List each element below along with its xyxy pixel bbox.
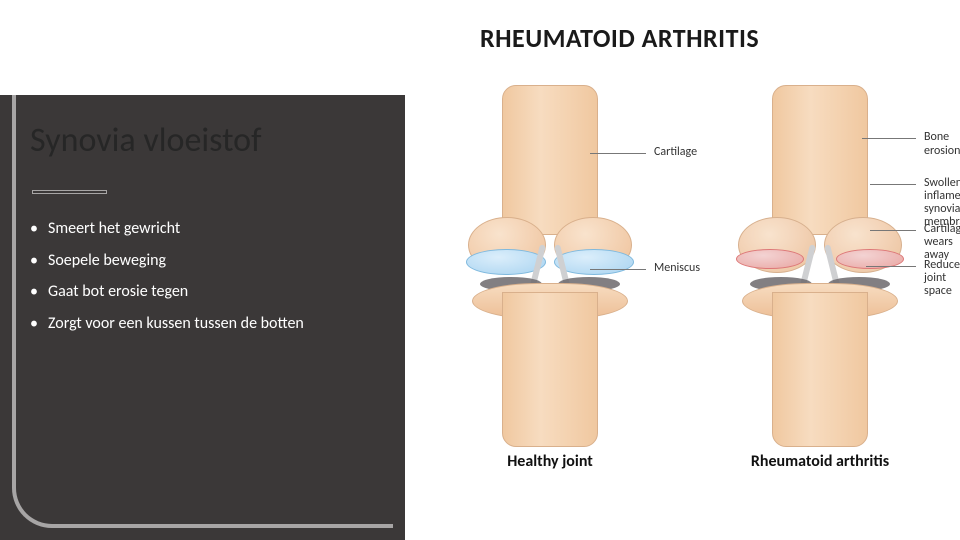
ra-joint: Rheumatoid arthritis [710, 85, 930, 465]
diagram-label: Cartilage wears away [920, 223, 960, 263]
header-block [0, 0, 405, 95]
tibia-bone [502, 292, 598, 447]
accent-line [32, 190, 107, 194]
bullet-item: Soepele beweging [30, 250, 370, 272]
bullet-item: Zorgt voor een kussen tussen de botten [30, 313, 370, 335]
bullet-item: Smeert het gewricht [30, 218, 370, 240]
bullet-item: Gaat bot erosie tegen [30, 281, 370, 303]
femur-bone [772, 85, 868, 235]
femur-bone [502, 85, 598, 235]
diagram-label: Bone erosion [920, 131, 960, 157]
healthy-joint: Healthy joint [440, 85, 660, 465]
diagram-label: Cartilage [650, 146, 697, 159]
slide: Synovia vloeistof Smeert het gewricht So… [0, 0, 960, 540]
diagram-label: Reduced joint space [920, 259, 960, 299]
bullet-list: Smeert het gewricht Soepele beweging Gaa… [30, 218, 370, 344]
joint-caption: Rheumatoid arthritis [710, 452, 930, 471]
slide-title: Synovia vloeistof [30, 120, 261, 161]
cartilage-worn [736, 249, 804, 269]
joint-caption: Healthy joint [440, 452, 660, 471]
diagram-title: RHEUMATOID ARTHRITIS [480, 22, 759, 54]
tibia-bone [772, 292, 868, 447]
diagram-label: Meniscus [650, 262, 700, 275]
